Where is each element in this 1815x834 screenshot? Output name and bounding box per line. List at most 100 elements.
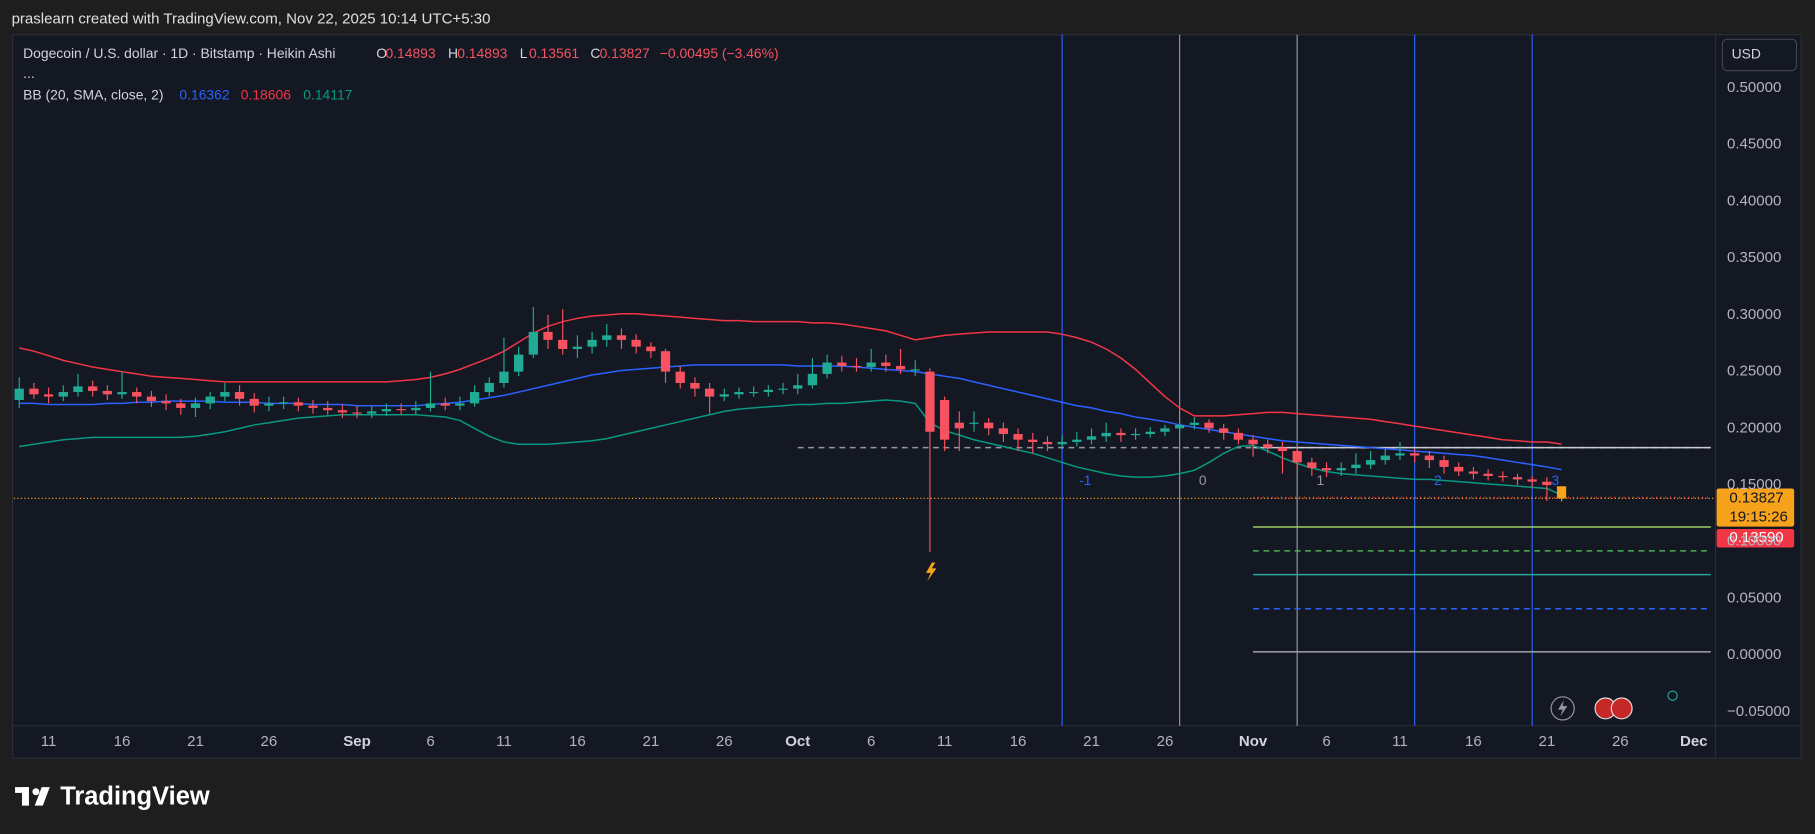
candle-body [1145, 431, 1155, 435]
y-tick-label: 0.10000 [1727, 533, 1781, 550]
candle-body [881, 362, 891, 366]
y-tick-label: 0.45000 [1727, 136, 1781, 153]
candle-body [1263, 444, 1273, 448]
candle-body [734, 392, 744, 395]
candle-body [469, 392, 480, 404]
candle-body [1277, 447, 1288, 452]
candle-body [1116, 432, 1126, 436]
candle-body [690, 382, 700, 389]
candle-body [1380, 455, 1390, 461]
candle-body [1130, 434, 1141, 436]
candle-body [837, 362, 847, 366]
candle-body [616, 335, 627, 340]
candle-body [337, 410, 348, 413]
candle-body [528, 331, 538, 355]
candle-body [1395, 453, 1405, 456]
ohlc-key: C [590, 45, 600, 61]
session-icon[interactable] [1667, 690, 1678, 701]
candle-body [381, 409, 392, 412]
flag-icon[interactable] [1610, 697, 1633, 720]
candle-body [396, 409, 406, 411]
candle-body [132, 392, 142, 397]
candle-body [1233, 432, 1244, 440]
candle-body [323, 407, 333, 411]
candle-body [425, 403, 436, 408]
events-button[interactable] [1550, 696, 1575, 721]
candle-body [939, 399, 950, 440]
candle-body [161, 401, 171, 404]
countdown: 19:15:26 [1729, 508, 1788, 525]
candle-body [1321, 468, 1332, 471]
candle-body [1512, 477, 1523, 480]
currency[interactable]: USD [1732, 46, 1761, 62]
candle-body [1454, 466, 1464, 472]
time-zone-label: 0 [1199, 472, 1207, 488]
candle-body [793, 385, 803, 389]
events-icon [1558, 700, 1568, 717]
candle-body [278, 402, 289, 404]
y-tick-label: 0.25000 [1727, 363, 1781, 380]
chart-frame [12, 34, 1802, 759]
band-line [19, 313, 1562, 445]
indicator-value: 0.14117 [303, 87, 352, 103]
candle-body [308, 405, 318, 408]
candle-body [220, 392, 230, 397]
y-tick-label: 0.05000 [1727, 589, 1781, 606]
ohlc-key: O [376, 45, 387, 61]
logo-part [32, 788, 40, 796]
candle-body [675, 371, 685, 383]
indicator-value: 0.16362 [179, 87, 229, 103]
event-icon[interactable] [926, 562, 937, 582]
candle-body [484, 382, 494, 393]
y-tick-label: 0.30000 [1727, 306, 1781, 323]
candle-body [1160, 428, 1170, 432]
more[interactable]: ... [23, 65, 35, 81]
candle-body [660, 351, 671, 372]
candle-body [998, 428, 1009, 435]
candle-body [1248, 439, 1258, 445]
candle-body [572, 346, 583, 349]
candle-body [499, 371, 509, 383]
x-tick-label: 11 [1392, 733, 1408, 750]
candle-body [925, 371, 935, 432]
candle-body [73, 386, 83, 393]
currency-button[interactable] [1721, 38, 1798, 72]
candle-body [1101, 432, 1111, 437]
symbol: Dogecoin / U.S. dollar · 1D · Bitstamp ·… [23, 45, 335, 61]
ohlc-key: H [448, 45, 458, 61]
candle-body [117, 392, 127, 395]
brand: TradingView [60, 782, 210, 810]
y-tick-label: 0.35000 [1727, 249, 1781, 266]
x-tick-label: 6 [867, 733, 875, 750]
x-tick-label: 26 [716, 733, 733, 750]
x-tick-label: 21 [187, 733, 204, 750]
candle-body [1219, 428, 1229, 433]
x-tick-label: Dec [1680, 733, 1708, 750]
candle-body [146, 396, 157, 402]
candle-body [543, 331, 553, 340]
x-tick-label: 16 [569, 733, 586, 750]
candle-body [1410, 453, 1420, 456]
candle-body [352, 412, 362, 414]
x-tick-label: 16 [1010, 733, 1027, 750]
candle-body [1468, 471, 1479, 474]
candle-body [1072, 439, 1082, 442]
ohlc-value: 0.14893 [385, 45, 435, 61]
band-line [19, 364, 1562, 471]
indicator-value: 0.18606 [241, 87, 291, 103]
candle-body [984, 422, 994, 429]
candle-body [1365, 460, 1376, 465]
time-zone-label: 1 [1316, 472, 1324, 488]
x-tick-label: 21 [1539, 733, 1556, 750]
y-tick-label: 0.50000 [1727, 79, 1781, 96]
candle-body [1292, 451, 1302, 463]
x-tick-label: 21 [1083, 733, 1100, 750]
x-tick-label: Nov [1239, 733, 1268, 750]
second-price-box [1716, 528, 1795, 548]
candle-body [1351, 464, 1361, 469]
candle-body [234, 392, 245, 399]
candle-body [514, 354, 524, 372]
candle-body [719, 394, 729, 397]
